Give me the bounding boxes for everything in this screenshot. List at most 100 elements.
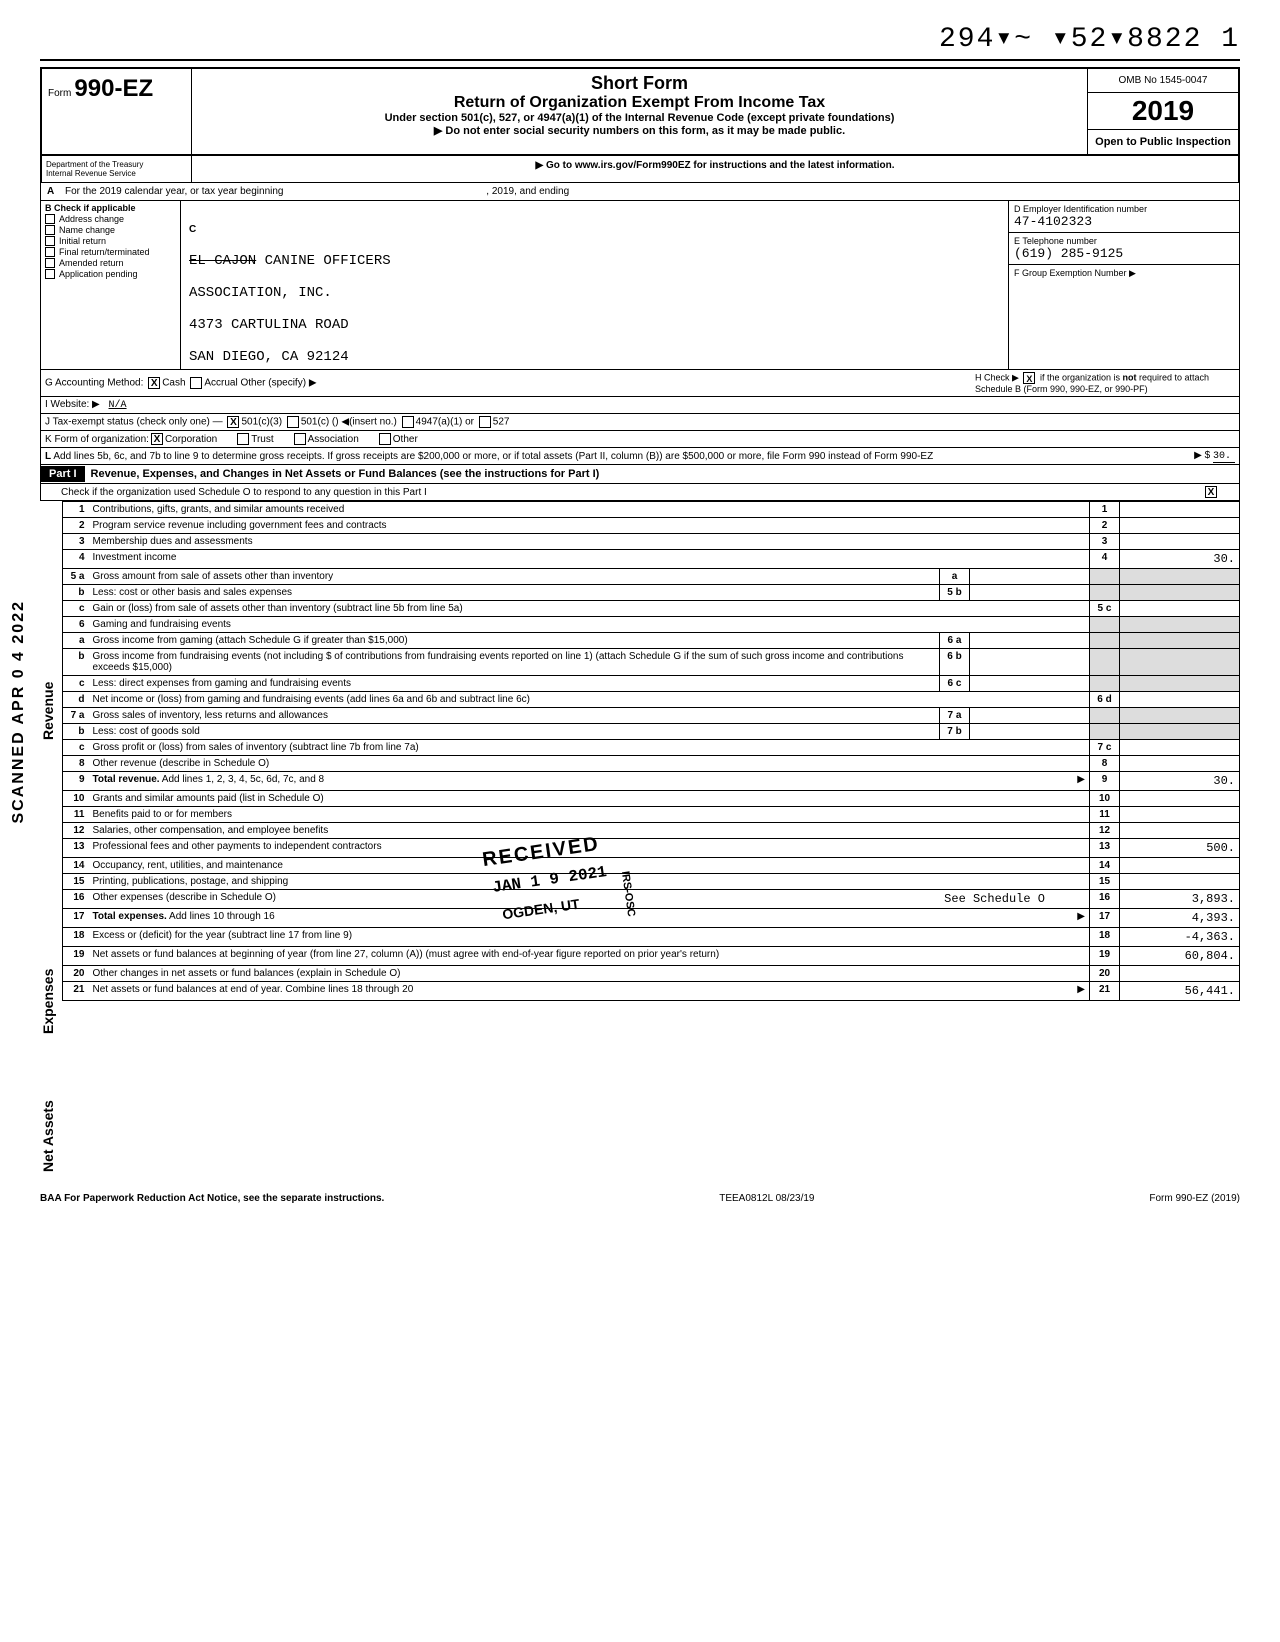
line-number: 3 (63, 534, 89, 550)
line-row: 2Program service revenue including gover… (63, 518, 1240, 534)
line-amount (1120, 649, 1240, 676)
col-b: B Check if applicable Address change Nam… (41, 201, 181, 369)
chk-pending[interactable]: Application pending (45, 269, 176, 279)
line-number: 14 (63, 858, 89, 874)
line-desc: Net income or (loss) from gaming and fun… (89, 692, 1090, 708)
chk-name[interactable]: Name change (45, 225, 176, 235)
header-mid: Short Form Return of Organization Exempt… (192, 69, 1088, 154)
chk-address[interactable]: Address change (45, 214, 176, 224)
line-desc: Total revenue. Add lines 1, 2, 3, 4, 5c,… (89, 772, 1090, 791)
label-cash: Cash (162, 378, 185, 389)
line-amount: -4,363. (1120, 928, 1240, 947)
line-midbox: 6 c (940, 676, 970, 692)
chk-initial[interactable]: Initial return (45, 236, 176, 246)
line-desc: Net assets or fund balances at end of ye… (89, 982, 1090, 1001)
chk-schedule-o[interactable]: X (1205, 486, 1217, 498)
line-rnum: 5 c (1090, 601, 1120, 617)
line-amount (1120, 966, 1240, 982)
row-a-mid: , 2019, and ending (486, 186, 569, 197)
chk-corp[interactable]: X (151, 433, 163, 445)
line-rnum: 18 (1090, 928, 1120, 947)
footer-mid: TEEA0812L 08/23/19 (719, 1193, 814, 1204)
chk-4947[interactable] (402, 416, 414, 428)
line-number: d (63, 692, 89, 708)
label-accrual: Accrual (204, 378, 237, 389)
sidetab-expenses: Expenses (40, 921, 62, 1081)
line-amount: 4,393. (1120, 909, 1240, 928)
chk-amended[interactable]: Amended return (45, 258, 176, 268)
line-amount (1120, 807, 1240, 823)
org-addr-line1: 4373 CARTULINA ROAD (189, 317, 349, 333)
line-rnum: 17 (1090, 909, 1120, 928)
line-row: 9Total revenue. Add lines 1, 2, 3, 4, 5c… (63, 772, 1240, 791)
line-number: 4 (63, 550, 89, 569)
line-midval (970, 585, 1090, 601)
line-midval (970, 676, 1090, 692)
dept-row: Department of the Treasury Internal Reve… (40, 156, 1240, 183)
line-row: dNet income or (loss) from gaming and fu… (63, 692, 1240, 708)
line-row: 15Printing, publications, postage, and s… (63, 874, 1240, 890)
line-rnum (1090, 708, 1120, 724)
line-row: 12Salaries, other compensation, and empl… (63, 823, 1240, 839)
line-desc: Other changes in net assets or fund bala… (89, 966, 1090, 982)
line-rnum (1090, 676, 1120, 692)
title-short-form: Short Form (200, 73, 1079, 94)
chk-cash[interactable]: X (148, 377, 160, 389)
line-amount (1120, 858, 1240, 874)
line-rnum: 19 (1090, 947, 1120, 966)
top-rule (40, 59, 1240, 61)
label-other-method: Other (specify) ▶ (240, 378, 316, 389)
line-number: c (63, 676, 89, 692)
chk-h[interactable]: X (1023, 372, 1035, 384)
line-amount (1120, 756, 1240, 772)
label-501c3: 501(c)(3) (241, 417, 282, 428)
line-desc: Gross amount from sale of assets other t… (89, 569, 940, 585)
line-number: 7 a (63, 708, 89, 724)
line-midval (970, 708, 1090, 724)
chk-accrual[interactable] (190, 377, 202, 389)
row-a: A For the 2019 calendar year, or tax yea… (40, 183, 1240, 201)
line-row: 11Benefits paid to or for members11 (63, 807, 1240, 823)
line-amount (1120, 569, 1240, 585)
line-row: 5 aGross amount from sale of assets othe… (63, 569, 1240, 585)
row-k: K Form of organization: XCorporation Tru… (40, 431, 1240, 448)
line-row: 4Investment income430. (63, 550, 1240, 569)
line-desc: Net assets or fund balances at beginning… (89, 947, 1090, 966)
line-number: b (63, 649, 89, 676)
line-amount (1120, 502, 1240, 518)
chk-trust[interactable] (237, 433, 249, 445)
chk-527[interactable] (479, 416, 491, 428)
line-desc: Grants and similar amounts paid (list in… (89, 791, 1090, 807)
line-amount (1120, 518, 1240, 534)
label-527: 527 (493, 417, 510, 428)
chk-address-label: Address change (59, 214, 124, 224)
line-number: 5 a (63, 569, 89, 585)
line-number: a (63, 633, 89, 649)
line-number: 10 (63, 791, 89, 807)
chk-other-org[interactable] (379, 433, 391, 445)
chk-final[interactable]: Final return/terminated (45, 247, 176, 257)
subtitle-ssn: ▶ Do not enter social security numbers o… (200, 124, 1079, 137)
chk-501c3[interactable]: X (227, 416, 239, 428)
line-number: 1 (63, 502, 89, 518)
line-row: 19Net assets or fund balances at beginni… (63, 947, 1240, 966)
chk-assoc[interactable] (294, 433, 306, 445)
dln-number: 294▾~ ▾52▾8822 1 (40, 20, 1240, 55)
label-trust: Trust (251, 434, 273, 445)
label-f: F Group Exemption Number ▶ (1014, 268, 1234, 279)
org-name-strike: EL CAJON (189, 253, 256, 269)
line-rnum (1090, 569, 1120, 585)
line-rnum (1090, 649, 1120, 676)
label-l: L (45, 451, 51, 462)
block-bcd: B Check if applicable Address change Nam… (40, 201, 1240, 370)
line-row: bLess: cost or other basis and sales exp… (63, 585, 1240, 601)
line-rnum: 7 c (1090, 740, 1120, 756)
part1-sub-text: Check if the organization used Schedule … (61, 487, 427, 498)
title-return: Return of Organization Exempt From Incom… (200, 94, 1079, 112)
line-desc: Investment income (89, 550, 1090, 569)
line-row: 21Net assets or fund balances at end of … (63, 982, 1240, 1001)
line-number: 11 (63, 807, 89, 823)
line-number: 12 (63, 823, 89, 839)
chk-501c[interactable] (287, 416, 299, 428)
col-de: D Employer Identification number 47-4102… (1009, 201, 1239, 369)
